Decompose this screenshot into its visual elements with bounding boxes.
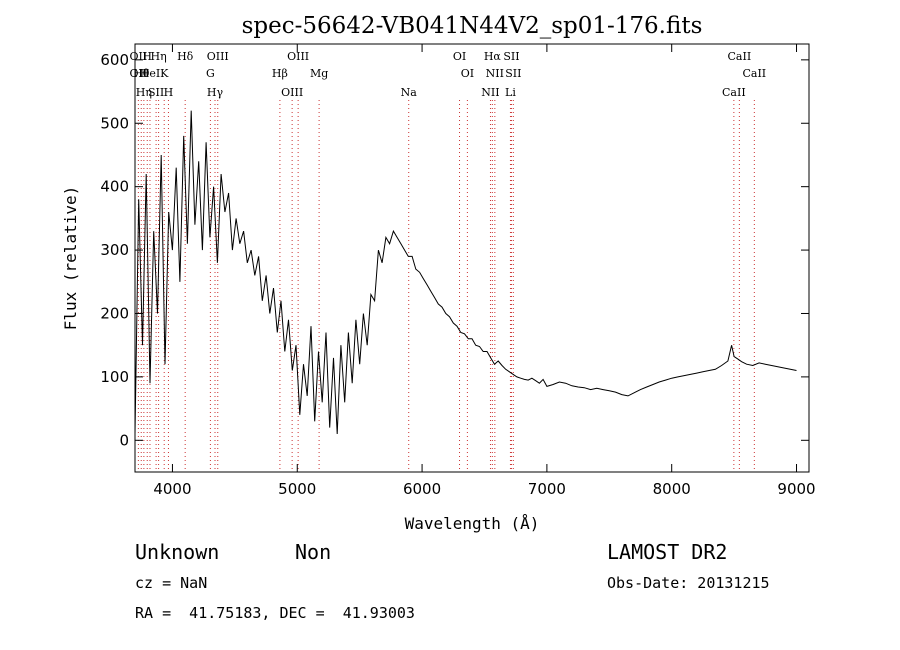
line-marker-label: OIII <box>287 50 309 63</box>
y-tick-label: 100 <box>100 368 129 386</box>
x-tick-label: 7000 <box>528 480 566 498</box>
line-marker-label: NII <box>486 67 504 80</box>
line-marker-label: Mg <box>310 67 328 80</box>
plot-frame <box>134 43 810 473</box>
line-marker-label: HeI <box>140 67 160 80</box>
line-marker-label: Hη <box>150 50 166 63</box>
line-marker-label: OI <box>453 50 466 63</box>
redshift-text: cz = NaN <box>135 574 208 592</box>
x-tick-label: 4000 <box>153 480 191 498</box>
y-tick-label: 600 <box>100 51 129 69</box>
spectrum-series-line <box>134 110 797 435</box>
object-subclass: Non <box>295 540 332 564</box>
line-marker-label: Hγ <box>207 86 224 99</box>
survey-name: LAMOST DR2 <box>607 540 728 564</box>
line-marker-label: SII <box>505 67 521 80</box>
line-marker-label: H <box>164 86 174 99</box>
line-marker-label: OI <box>461 67 474 80</box>
line-marker-label: Hη <box>136 86 152 99</box>
line-marker-label: Hβ <box>272 67 288 80</box>
x-tick-label: 9000 <box>777 480 815 498</box>
x-axis-ticks: 4000 5000 6000 7000 8000 9000 <box>153 44 816 498</box>
emission-line-markers: OIIOIIHθHηHHeISIIHηKHHδGHγOIIIHβOIIIOIII… <box>130 50 766 472</box>
line-marker-label: Li <box>505 86 516 99</box>
y-axis-label: Flux (relative) <box>61 186 80 331</box>
x-tick-label: 8000 <box>653 480 691 498</box>
x-tick-label: 6000 <box>403 480 441 498</box>
line-marker-label: Hδ <box>177 50 194 63</box>
line-marker-label: OIII <box>281 86 303 99</box>
x-axis-label: Wavelength (Å) <box>405 514 540 533</box>
line-marker-label: CaII <box>742 67 766 80</box>
line-marker-label: Na <box>401 86 418 99</box>
y-tick-label: 200 <box>100 304 129 322</box>
line-marker-label: OII <box>130 67 148 80</box>
y-tick-label: 500 <box>100 114 129 132</box>
line-marker-label: K <box>160 67 169 80</box>
line-marker-label: SII <box>148 86 164 99</box>
line-marker-label: CaII <box>728 50 752 63</box>
x-tick-label: 5000 <box>278 480 316 498</box>
obs-date: Obs-Date: 20131215 <box>607 574 770 592</box>
y-tick-label: 400 <box>100 178 129 196</box>
object-class: Unknown <box>135 540 220 564</box>
y-tick-label: 300 <box>100 241 129 259</box>
line-marker-label: G <box>206 67 215 80</box>
coordinates: RA = 41.75183, DEC = 41.93003 <box>135 604 415 622</box>
line-marker-label: OIII <box>207 50 229 63</box>
line-marker-label: SII <box>503 50 519 63</box>
y-tick-label: 0 <box>119 431 129 449</box>
y-axis-ticks: 0 100 200 300 400 500 600 <box>100 51 809 449</box>
chart-title: spec-56642-VB041N44V2_sp01-176.fits <box>242 13 703 39</box>
line-marker-label: Hθ <box>133 67 150 80</box>
line-marker-label: H <box>142 50 152 63</box>
line-marker-label: NII <box>481 86 499 99</box>
line-marker-label: CaII <box>722 86 746 99</box>
line-marker-label: Hα <box>484 50 502 63</box>
